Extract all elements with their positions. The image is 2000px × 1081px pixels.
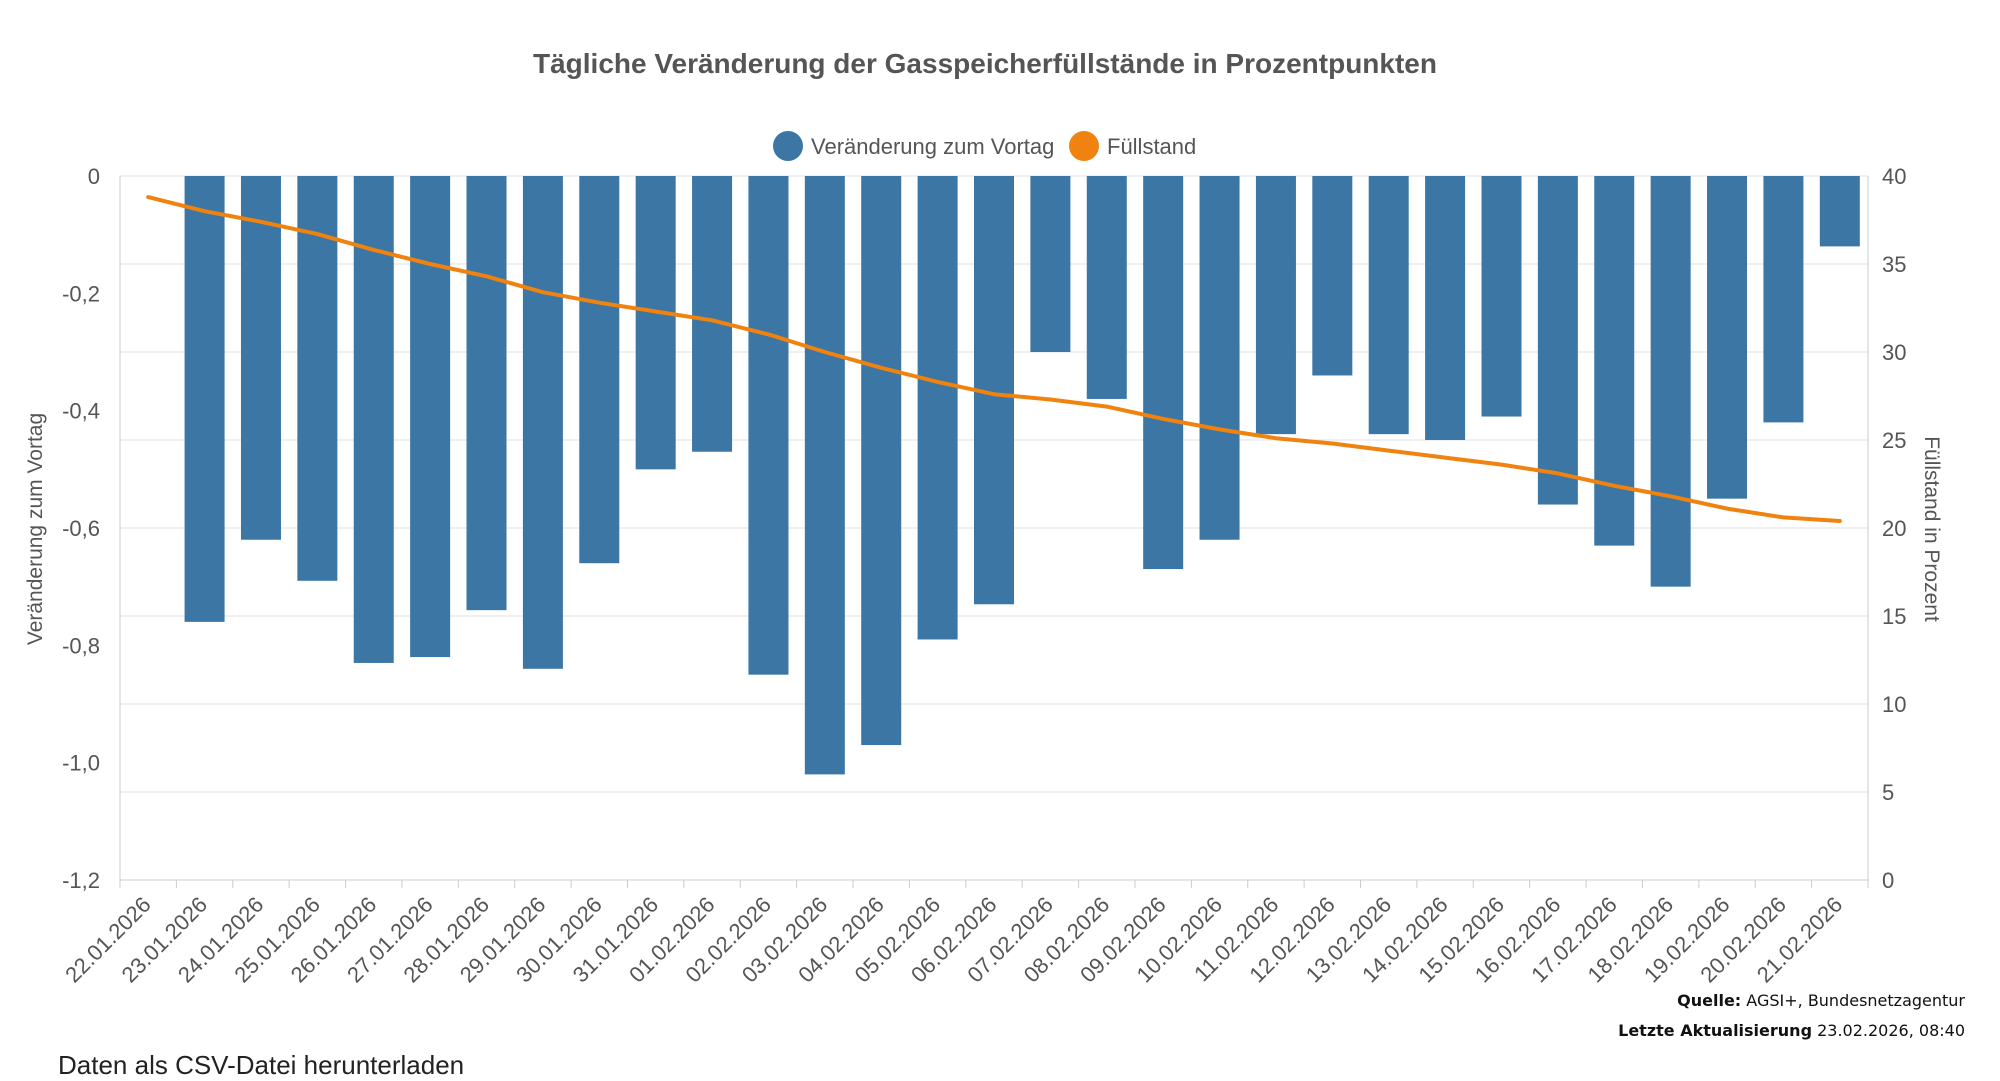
bar — [917, 176, 958, 640]
bar — [1199, 176, 1240, 540]
bar — [1481, 176, 1522, 417]
bar — [692, 176, 733, 452]
legend-item-fuellstand[interactable]: Füllstand — [1069, 131, 1196, 161]
legend[interactable]: Veränderung zum Vortag Füllstand — [773, 131, 1196, 161]
chart: Tägliche Veränderung der Gasspeicherfüll… — [24, 48, 1943, 987]
bar — [1819, 176, 1860, 247]
y-right-tick-label: 0 — [1882, 868, 1894, 893]
updated-line: Letzte Aktualisierung 23.02.2026, 08:40 — [1618, 1020, 1965, 1042]
y-left-tick-label: 0 — [88, 164, 100, 189]
y-right-tick-label: 30 — [1882, 340, 1906, 365]
updated-label: Letzte Aktualisierung — [1618, 1021, 1813, 1040]
y-left-tick-label: -0,6 — [62, 516, 100, 541]
chart-title: Tägliche Veränderung der Gasspeicherfüll… — [533, 48, 1437, 79]
updated-value: 23.02.2026, 08:40 — [1817, 1021, 1965, 1040]
source-label: Quelle: — [1677, 991, 1742, 1010]
bar — [240, 176, 281, 540]
bar — [410, 176, 451, 658]
bar — [861, 176, 902, 746]
bar — [1537, 176, 1578, 505]
bar — [1368, 176, 1409, 435]
y-right-tick-label: 40 — [1882, 164, 1906, 189]
y-left-tick-label: -0,2 — [62, 281, 100, 306]
bar — [804, 176, 845, 775]
legend-line-marker-icon — [1069, 131, 1099, 161]
bar — [1030, 176, 1071, 352]
fuellstand-line — [146, 195, 1842, 523]
axes — [119, 176, 1869, 888]
y-right-tick-label: 35 — [1882, 252, 1906, 277]
bar — [1086, 176, 1127, 399]
bar — [1143, 176, 1184, 570]
y-right-tick-label: 25 — [1882, 428, 1906, 453]
bar — [1650, 176, 1691, 587]
legend-item-veraenderung[interactable]: Veränderung zum Vortag — [773, 131, 1054, 161]
line-series — [146, 195, 1842, 523]
bar — [184, 176, 225, 622]
source-line: Quelle: AGSI+, Bundesnetzagentur — [1618, 990, 1965, 1012]
bar — [522, 176, 563, 669]
bar — [635, 176, 676, 470]
bar — [466, 176, 507, 611]
legend-bar-marker-icon — [773, 131, 803, 161]
source-value: AGSI+, Bundesnetzagentur — [1746, 991, 1965, 1010]
bar — [1763, 176, 1804, 423]
y-left-axis-title: Veränderung zum Vortag — [24, 413, 47, 645]
y-left-tick-label: -1,0 — [62, 751, 100, 776]
bar — [748, 176, 789, 675]
bar — [1312, 176, 1353, 376]
legend-label-fuellstand: Füllstand — [1107, 134, 1196, 159]
y-left-tick-label: -1,2 — [62, 868, 100, 893]
y-right-tick-label: 15 — [1882, 604, 1906, 629]
y-right-tick-label: 5 — [1882, 780, 1894, 805]
csv-download-link[interactable]: Daten als CSV-Datei herunterladen — [58, 1050, 465, 1080]
y-right-tick-label: 10 — [1882, 692, 1906, 717]
legend-label-veraenderung: Veränderung zum Vortag — [811, 134, 1054, 159]
y-right-axis-title: Füllstand in Prozent — [1920, 436, 1943, 622]
bar — [1425, 176, 1466, 440]
bar — [1255, 176, 1296, 435]
bar — [353, 176, 394, 663]
source-footer: Quelle: AGSI+, Bundesnetzagentur Letzte … — [1618, 990, 1965, 1042]
y-right-tick-label: 20 — [1882, 516, 1906, 541]
bar — [1707, 176, 1748, 499]
bar — [297, 176, 338, 581]
bar — [579, 176, 620, 564]
bar-series — [184, 176, 1860, 775]
y-left-tick-label: -0,4 — [62, 399, 100, 424]
y-left-tick-label: -0,8 — [62, 633, 100, 658]
